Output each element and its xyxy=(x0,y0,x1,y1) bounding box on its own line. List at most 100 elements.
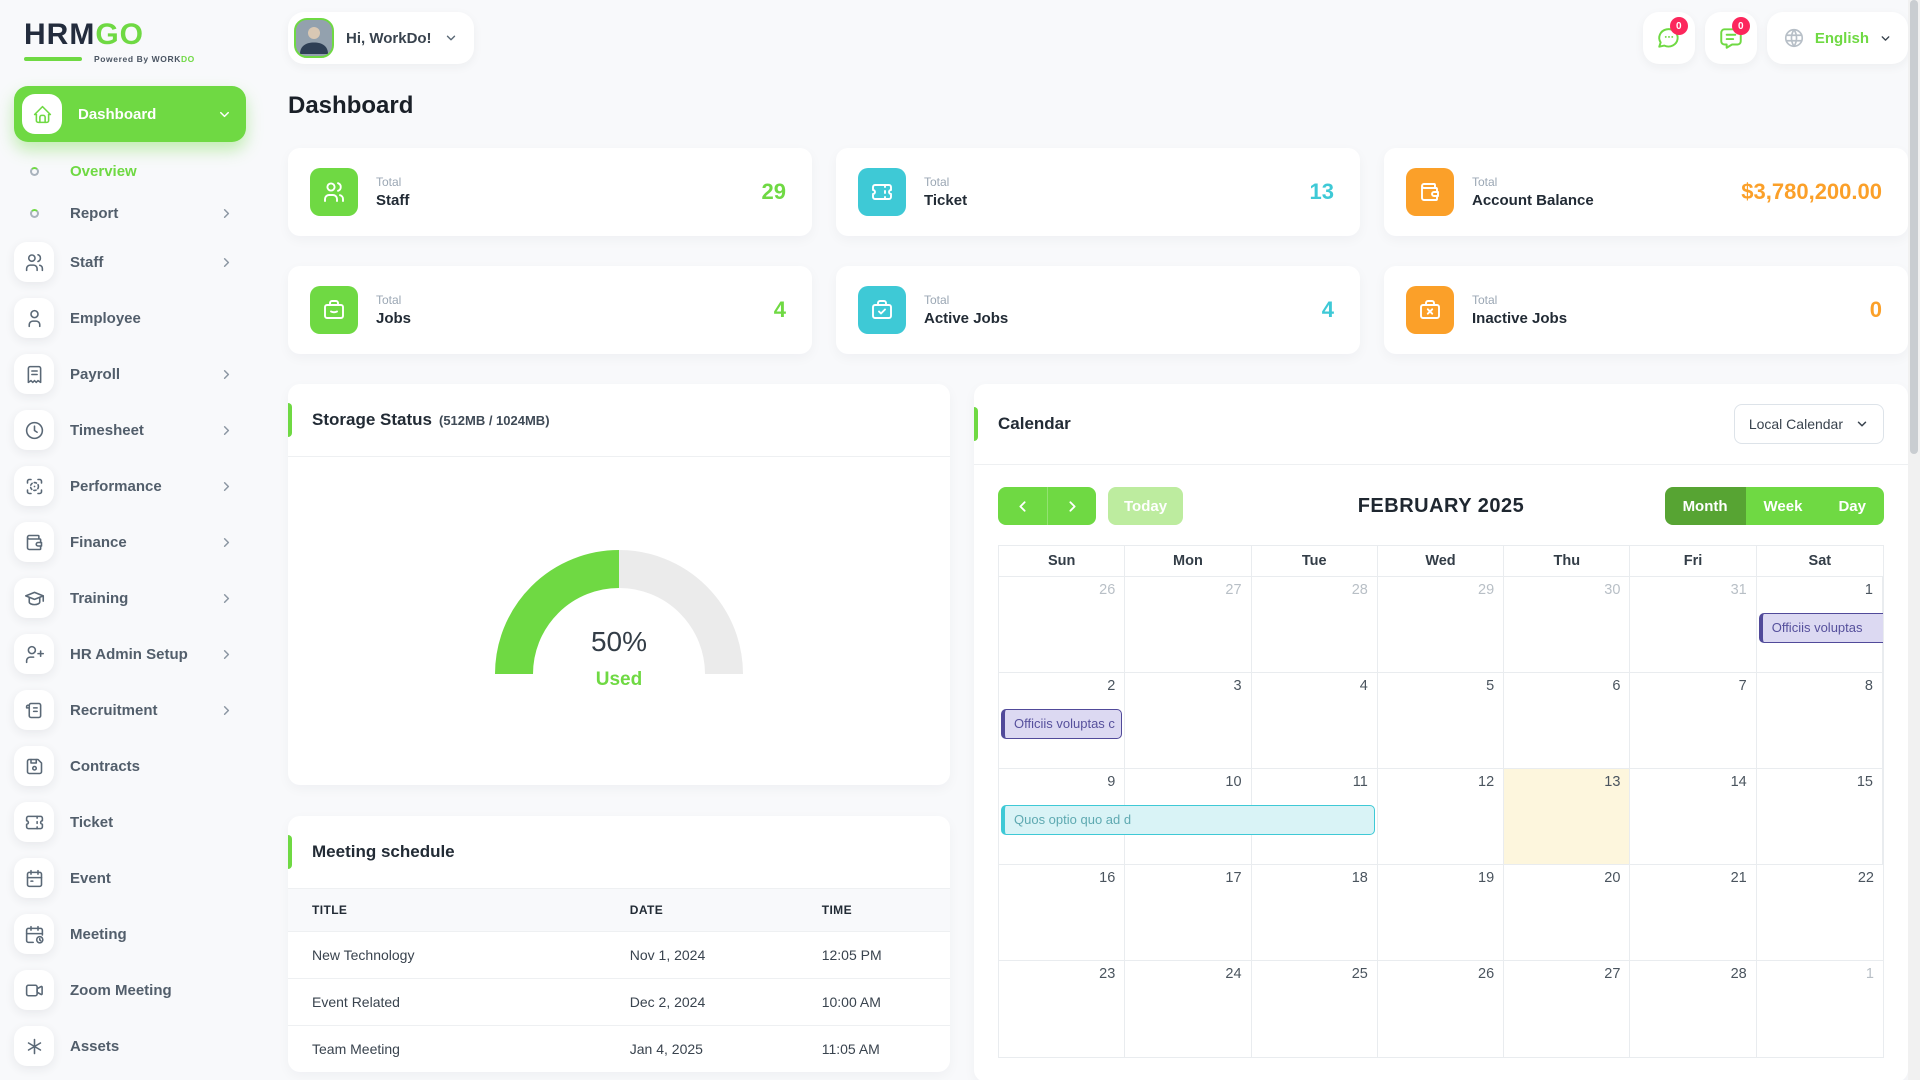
stat-card-inactive-jobs[interactable]: Total Inactive Jobs 0 xyxy=(1384,266,1908,354)
calendar-cell[interactable]: 16 xyxy=(999,865,1126,960)
calendar-cell[interactable]: 28 xyxy=(1252,577,1378,672)
calendar-cell[interactable]: 26 xyxy=(1378,961,1505,1057)
calendar-cell[interactable]: 5 xyxy=(1378,673,1505,768)
stat-card-staff[interactable]: Total Staff 29 xyxy=(288,148,812,236)
stat-card-jobs[interactable]: Total Jobs 4 xyxy=(288,266,812,354)
table-cell: Jan 4, 2025 xyxy=(605,1025,798,1072)
sidebar-item-dashboard[interactable]: Dashboard xyxy=(14,86,246,142)
calendar-cell[interactable]: 12 xyxy=(1378,769,1505,864)
table-row: New Technology Nov 1, 2024 12:05 PM xyxy=(288,931,950,979)
sidebar-item-staff[interactable]: Staff xyxy=(14,242,246,282)
stat-prefix: Total xyxy=(376,293,402,307)
calendar-cell[interactable]: 24 xyxy=(1125,961,1252,1057)
video-icon xyxy=(14,970,54,1010)
sidebar-item-training[interactable]: Training xyxy=(14,578,246,618)
brand-logo[interactable]: HRMGO Powered By WORKDO xyxy=(14,14,246,64)
sidebar-item-assets[interactable]: Assets xyxy=(14,1026,246,1066)
calendar-cell-today[interactable]: 13 xyxy=(1504,769,1631,864)
date-number: 24 xyxy=(1225,966,1242,982)
briefcase-x-icon xyxy=(1406,286,1454,334)
calendar-cell[interactable]: 21 xyxy=(1630,865,1757,960)
calendar-cell[interactable]: 14 xyxy=(1630,769,1757,864)
calendar-cell[interactable]: 11 xyxy=(1252,769,1378,864)
stat-card-account-balance[interactable]: Total Account Balance $3,780,200.00 xyxy=(1384,148,1908,236)
stat-card-ticket[interactable]: Total Ticket 13 xyxy=(836,148,1360,236)
view-button-day[interactable]: Day xyxy=(1820,487,1884,525)
calendar-cell[interactable]: 4 xyxy=(1252,673,1378,768)
meeting-card-header: Meeting schedule xyxy=(288,816,950,889)
calendar-cell[interactable]: 18 xyxy=(1252,865,1378,960)
view-button-month[interactable]: Month xyxy=(1664,487,1746,525)
calendar-cell[interactable]: 28 xyxy=(1630,961,1757,1057)
sidebar-subitem-report[interactable]: Report xyxy=(14,200,246,226)
day-header-mon: Mon xyxy=(1125,546,1252,576)
calendar-cell[interactable]: 25 xyxy=(1252,961,1378,1057)
sidebar-item-payroll[interactable]: Payroll xyxy=(14,354,246,394)
meeting-table-body: New Technology Nov 1, 2024 12:05 PM Event R… xyxy=(288,931,950,1072)
calendar-cell[interactable]: 6 xyxy=(1504,673,1631,768)
sidebar-item-contracts[interactable]: Contracts xyxy=(14,746,246,786)
table-cell: Event Related xyxy=(288,978,606,1026)
brand-underline xyxy=(24,57,82,61)
gauge-track-arc xyxy=(618,550,743,675)
calendar-cell[interactable]: 26 xyxy=(999,577,1126,672)
chevron-right-icon xyxy=(219,535,234,550)
user-icon xyxy=(14,298,54,338)
sidebar-item-performance[interactable]: Performance xyxy=(14,466,246,506)
messages-button[interactable]: 0 xyxy=(1642,12,1695,64)
chevron-right-icon xyxy=(219,591,234,606)
user-menu[interactable]: Hi, WorkDo! xyxy=(288,12,474,64)
calendar-cell[interactable]: 27 xyxy=(1125,577,1252,672)
calendar-cell[interactable]: 3 xyxy=(1125,673,1252,768)
view-button-week[interactable]: Week xyxy=(1745,487,1821,525)
calendar-cell[interactable]: 22 xyxy=(1757,865,1883,960)
calendar-cell[interactable]: 29 xyxy=(1378,577,1505,672)
sidebar-item-ticket[interactable]: Ticket xyxy=(14,802,246,842)
calendar-cell[interactable]: 20 xyxy=(1504,865,1631,960)
calendar-cell[interactable]: 31 xyxy=(1630,577,1757,672)
calendar-cell[interactable]: 17 xyxy=(1125,865,1252,960)
calendar-event[interactable]: Quos optio quo ad d xyxy=(1001,805,1375,835)
sidebar-item-timesheet[interactable]: Timesheet xyxy=(14,410,246,450)
day-header-wed: Wed xyxy=(1378,546,1505,576)
notifications-button[interactable]: 0 xyxy=(1704,12,1757,64)
calendar-cell[interactable]: 15 xyxy=(1757,769,1883,864)
next-month-button[interactable] xyxy=(1047,487,1096,525)
calendar-cell[interactable]: 23 xyxy=(999,961,1126,1057)
calendar-type-select[interactable]: Local Calendar xyxy=(1733,404,1884,444)
stat-value: 0 xyxy=(1869,297,1882,322)
bullet-icon xyxy=(29,166,39,176)
sidebar-item-employee[interactable]: Employee xyxy=(14,298,246,338)
calendar-cell[interactable]: 2 xyxy=(999,673,1126,768)
prev-month-button[interactable] xyxy=(998,487,1047,525)
calendar-cell[interactable]: 30 xyxy=(1504,577,1631,672)
greeting-label: Hi, WorkDo! xyxy=(346,29,432,47)
calendar-card: Calendar Local Calendar Today FEBRUARY 2… xyxy=(974,384,1908,1080)
sidebar-item-finance[interactable]: Finance xyxy=(14,522,246,562)
topbar: Hi, WorkDo! 0 0 English xyxy=(288,0,1908,66)
date-number: 6 xyxy=(1612,678,1621,694)
today-button[interactable]: Today xyxy=(1108,487,1184,525)
stat-card-active-jobs[interactable]: Total Active Jobs 4 xyxy=(836,266,1360,354)
page-scrollbar[interactable] xyxy=(1908,0,1920,1080)
sidebar-item-meeting[interactable]: Meeting xyxy=(14,914,246,954)
sidebar-item-event[interactable]: Event xyxy=(14,858,246,898)
column-header-time: TIME xyxy=(797,889,950,932)
sidebar-item-zoom-meeting[interactable]: Zoom Meeting xyxy=(14,970,246,1010)
date-number: 11 xyxy=(1352,774,1368,790)
sidebar-item-hr-admin-setup[interactable]: HR Admin Setup xyxy=(14,634,246,674)
calendar-cell[interactable]: 8 xyxy=(1757,673,1883,768)
sidebar-subitem-overview[interactable]: Overview xyxy=(14,158,246,184)
calendar-cell[interactable]: 19 xyxy=(1378,865,1505,960)
calendar-event[interactable]: Officiis voluptas c xyxy=(1001,709,1123,739)
calendar-event[interactable]: Officiis voluptas xyxy=(1758,613,1883,643)
sidebar-item-recruitment[interactable]: Recruitment xyxy=(14,690,246,730)
scrollbar-thumb[interactable] xyxy=(1910,0,1918,454)
calendar-cell[interactable]: 7 xyxy=(1630,673,1757,768)
calendar-cell[interactable]: 1 xyxy=(1757,961,1883,1057)
language-selector[interactable]: English xyxy=(1766,12,1908,64)
date-number: 2 xyxy=(1107,678,1116,694)
graduation-cap-icon xyxy=(14,578,54,618)
calendar-cell[interactable]: 27 xyxy=(1504,961,1631,1057)
